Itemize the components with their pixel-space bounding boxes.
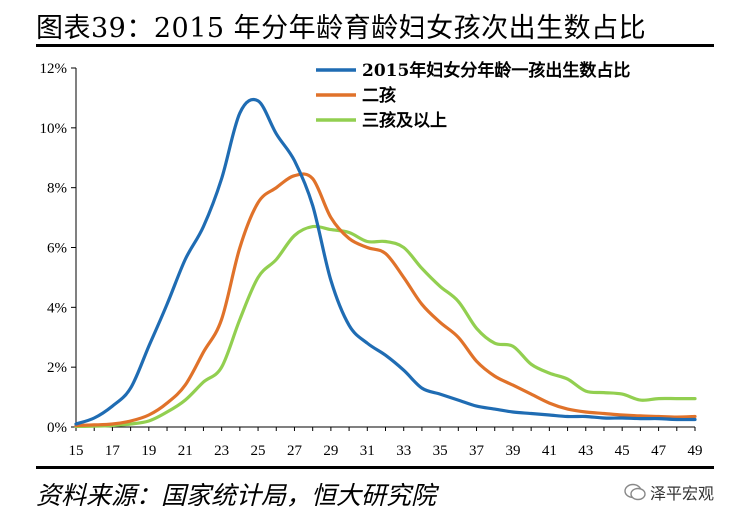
series-line-3 [74,224,697,428]
x-tick-label: 47 [651,443,667,459]
brand-name: 泽平宏观 [650,484,715,503]
series-line-1 [74,97,697,426]
chart-series [74,97,697,428]
y-tick-label: 2% [47,360,67,376]
x-tick-label: 43 [578,443,593,459]
y-tick-label: 10% [40,121,68,137]
x-tick-label: 23 [214,443,229,459]
title-divider [36,44,714,47]
x-tick-label: 25 [251,443,266,459]
source-divider [36,466,714,469]
y-tick-label: 4% [47,300,67,316]
x-tick-label: 19 [141,443,156,459]
y-tick-label: 6% [47,241,67,257]
x-tick-label: 39 [505,443,520,459]
x-tick-label: 21 [178,443,193,459]
x-tick-label: 35 [433,443,448,459]
x-tick-label: 15 [69,443,84,459]
chart-title: 图表39：2015 年分年龄育龄妇女孩次出生数占比 [36,13,647,44]
x-tick-label: 37 [469,443,485,459]
legend-label-3: 三孩及以上 [362,110,447,131]
x-tick-label: 27 [287,443,303,459]
source-note: 资料来源：国家统计局，恒大研究院 [36,481,437,510]
legend-label-1: 2015年妇女分年龄一孩出生数占比 [362,60,630,81]
y-tick-label: 0% [47,420,67,436]
series-line-2 [74,172,697,428]
x-tick-label: 31 [360,443,375,459]
x-tick-label: 45 [615,443,630,459]
x-tick-label: 33 [396,443,411,459]
y-tick-label: 8% [47,181,67,197]
legend-label-2: 二孩 [362,85,396,106]
x-tick-label: 17 [105,443,121,459]
x-tick-label: 49 [688,443,703,459]
x-tick-label: 41 [542,443,557,459]
x-tick-label: 29 [323,443,338,459]
y-tick-label: 12% [40,61,68,77]
wechat-icon [624,483,646,501]
brand-watermark: 泽平宏观 [624,480,714,504]
chart-axes: 0% 2% 4% 6% 8% 10% 12% 15 17 19 21 23 25 27 29 31 33 35 37… [40,61,703,459]
